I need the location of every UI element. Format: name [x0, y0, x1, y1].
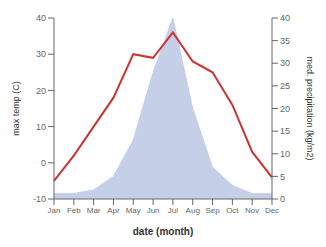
svg-text:Sep: Sep	[205, 206, 220, 215]
svg-text:5: 5	[280, 172, 285, 182]
svg-text:May: May	[126, 206, 141, 215]
svg-text:Jan: Jan	[48, 206, 61, 215]
svg-text:20: 20	[36, 86, 46, 96]
svg-text:30: 30	[36, 49, 46, 59]
svg-text:10: 10	[36, 122, 46, 132]
svg-text:15: 15	[280, 126, 290, 136]
svg-text:Nov: Nov	[245, 206, 259, 215]
svg-text:40: 40	[36, 13, 46, 23]
svg-text:20: 20	[280, 104, 290, 114]
svg-text:Mar: Mar	[87, 206, 101, 215]
svg-text:Feb: Feb	[67, 206, 81, 215]
svg-text:10: 10	[280, 149, 290, 159]
svg-text:Aug: Aug	[186, 206, 200, 215]
svg-text:40: 40	[280, 13, 290, 23]
svg-text:Apr: Apr	[107, 206, 120, 215]
svg-text:30: 30	[280, 58, 290, 68]
svg-text:med. precipitation (kg/m2): med. precipitation (kg/m2)	[305, 56, 315, 160]
svg-text:Dec: Dec	[265, 206, 279, 215]
svg-text:max temp (C): max temp (C)	[11, 81, 21, 136]
svg-text:0: 0	[41, 158, 46, 168]
svg-text:Jun: Jun	[147, 206, 160, 215]
svg-text:date (month): date (month)	[133, 226, 194, 237]
svg-text:35: 35	[280, 36, 290, 46]
svg-text:-10: -10	[33, 194, 46, 204]
svg-text:Jul: Jul	[168, 206, 178, 215]
svg-text:Oct: Oct	[226, 206, 239, 215]
svg-text:25: 25	[280, 81, 290, 91]
svg-text:0: 0	[280, 194, 285, 204]
